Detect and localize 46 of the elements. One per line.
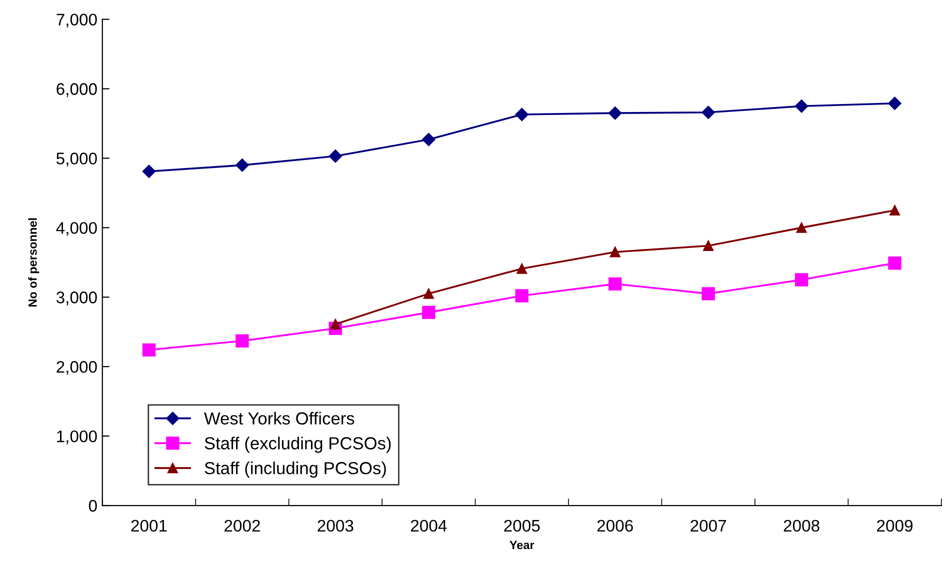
y-tick-label: 6,000 — [56, 83, 97, 97]
y-axis-title: No of personnel — [28, 218, 40, 307]
point — [330, 319, 341, 330]
x-axis-title: Year — [510, 540, 534, 550]
point — [888, 96, 902, 110]
point — [328, 150, 342, 163]
point — [422, 132, 436, 146]
point — [142, 164, 156, 178]
y-tick-label: 2,000 — [56, 361, 97, 375]
point — [702, 287, 715, 300]
x-tick-label: 2003 — [318, 520, 354, 532]
y-tick-label: 0 — [88, 500, 97, 512]
point — [516, 263, 528, 274]
legend-label: West Yorks Officers — [204, 412, 354, 425]
x-tick-label: 2004 — [410, 520, 447, 532]
x-tick-label: 2001 — [131, 520, 167, 532]
x-tick-label: 2005 — [504, 520, 540, 532]
x-tick-label: 2008 — [784, 520, 820, 532]
y-tick-label: 5,000 — [56, 152, 97, 166]
y-tick-label: 4,000 — [56, 222, 97, 236]
x-tick-label: 2002 — [224, 520, 260, 532]
point — [796, 222, 807, 233]
legend-label: Staff (excluding PCSOs) — [204, 436, 391, 453]
point — [703, 240, 714, 251]
y-tick-label: 7,000 — [56, 14, 97, 28]
point — [610, 246, 620, 258]
x-tick-label: 2007 — [690, 520, 726, 532]
point — [142, 343, 156, 357]
point — [794, 100, 808, 113]
point — [702, 106, 715, 119]
x-tick-label: 2006 — [597, 520, 633, 532]
point — [236, 334, 249, 348]
point — [422, 306, 436, 320]
point — [608, 277, 622, 291]
point — [423, 288, 434, 299]
x-tick-label: 2009 — [877, 520, 913, 532]
point — [890, 205, 900, 216]
y-tick-label: 3,000 — [56, 292, 97, 306]
point — [608, 106, 622, 120]
point — [515, 108, 528, 122]
point — [236, 158, 249, 172]
point — [794, 273, 808, 286]
y-tick-label: 1,000 — [57, 430, 97, 444]
point — [888, 256, 902, 270]
legend-label: Staff (including PCSOs) — [204, 462, 386, 478]
point — [515, 289, 528, 302]
